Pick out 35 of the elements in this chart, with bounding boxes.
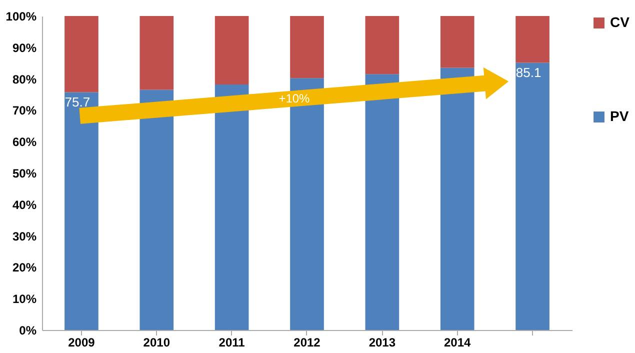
x-tick-label: 2010 [143, 336, 170, 350]
annotation: +10% [278, 92, 310, 106]
x-tick-label: 2011 [218, 336, 246, 350]
bar [140, 90, 174, 330]
x-tick-label: 2013 [368, 336, 396, 350]
y-tick-label: 50% [12, 166, 37, 180]
legend-label: CV [610, 14, 630, 30]
y-tick-label: 60% [12, 135, 37, 150]
y-tick-label: 0% [19, 324, 37, 338]
bar [290, 16, 324, 78]
bar [365, 16, 400, 74]
y-tick-label: 40% [12, 198, 37, 212]
bar [214, 84, 249, 330]
bar [140, 16, 174, 90]
bar [516, 16, 550, 63]
data-label: 85.1 [516, 64, 542, 80]
y-tick-label: 20% [12, 260, 37, 275]
x-tick-label: 2009 [68, 336, 96, 350]
y-tick-label: 70% [12, 104, 37, 118]
bar [516, 62, 550, 330]
data-label: 75.7 [64, 94, 90, 110]
bar [214, 16, 249, 84]
y-tick-label: 90% [12, 40, 37, 55]
y-tick-label: 10% [12, 292, 37, 306]
x-tick-label: 2012 [294, 336, 321, 350]
y-tick-label: 100% [6, 10, 37, 24]
y-tick-label: 80% [12, 72, 37, 86]
bar [64, 92, 98, 330]
y-tick-label: 30% [12, 229, 37, 244]
bar [365, 74, 400, 330]
bar [440, 16, 474, 68]
x-tick-label: 2014 [444, 336, 472, 350]
bar [440, 68, 474, 330]
legend-label: PV [610, 108, 630, 124]
bar [64, 16, 98, 92]
